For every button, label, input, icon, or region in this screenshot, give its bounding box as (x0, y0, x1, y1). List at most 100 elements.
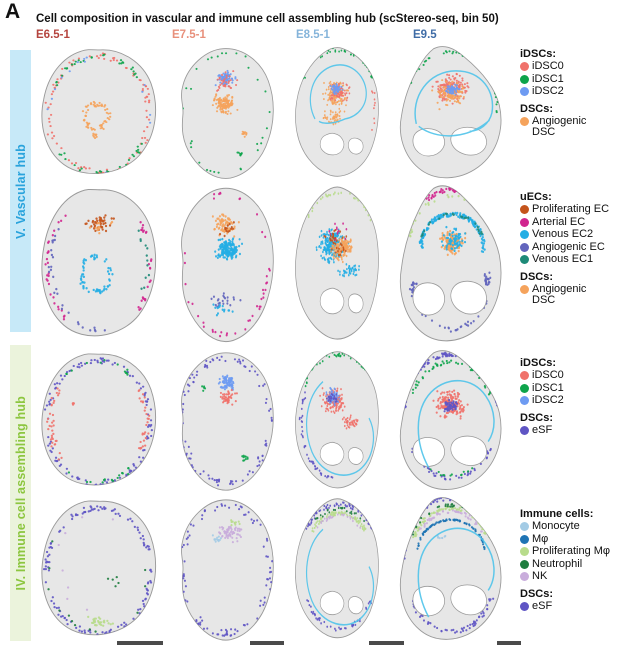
legend-immune-cells-dscs: Immune cells: Monocyte Mφ Proliferating Mφ N… (520, 503, 634, 613)
embryo-panel-r2-c1 (33, 184, 167, 347)
scale-bar-col2 (250, 641, 284, 645)
row-group-label-vascular-hub: V. Vascular hub (10, 50, 31, 332)
column-header-e8-5: E8.5-1 (296, 29, 330, 41)
legend-item-angioDSC: Angiogenic DSC (520, 283, 634, 307)
legend-label: eSF (532, 599, 553, 612)
scale-bar-col1 (117, 641, 163, 645)
embryo-panel-r4-c2 (167, 496, 289, 645)
legend-header: Immune cells: (520, 508, 594, 520)
embryo-section-image (41, 353, 157, 486)
row-group-label-immune-hub: IV. Immune cell assembling hub (10, 345, 31, 641)
legend-dot-nk (520, 572, 529, 582)
vessel-outline-curve (309, 64, 367, 124)
legend-item-mphi: Mφ (520, 533, 634, 546)
legend-item-esf: eSF (520, 423, 634, 437)
embryo-section-image (399, 185, 502, 342)
legend-label: iDSC1 (532, 381, 564, 394)
embryo-panel-r2-c4 (389, 184, 513, 347)
legend-header: uECs: (520, 191, 552, 203)
embryo-section-image (181, 48, 274, 179)
legend-dot-mphi (520, 534, 529, 544)
legend-item-venousEC2: Venous EC2 (520, 229, 634, 241)
legend-idscs-dscs-immune: iDSCs: iDSC0 iDSC1 iDSC2 DSCs: eSF (520, 352, 634, 437)
legend-dot-monocyte (520, 522, 529, 531)
scale-bar-col3 (369, 641, 404, 645)
embryo-panel-r4-c1 (33, 496, 167, 645)
immune-hub-text: IV. Immune cell assembling hub (13, 395, 28, 591)
legend-label: iDSC0 (532, 60, 564, 72)
scatter-dots (302, 47, 376, 131)
embryo-section-image (295, 351, 379, 489)
embryo-panel-r2-c3 (289, 184, 389, 347)
legend-item-monocyte: Monocyte (520, 520, 634, 533)
legend-dot-venousEC2 (520, 230, 529, 240)
legend-item-angioEC: Angiogenic EC (520, 241, 634, 254)
vessel-outline-curve (417, 527, 495, 618)
legend-label: Monocyte (532, 520, 580, 532)
embryo-panel-r3-c1 (33, 349, 167, 495)
legend-label: iDSC1 (532, 72, 564, 85)
legend-item-esf: eSF (520, 599, 634, 613)
embryo-section-image (181, 187, 274, 343)
scatter-dots (181, 191, 271, 338)
embryo-section-image (400, 46, 502, 179)
scatter-dots (43, 357, 153, 486)
legend-header: DSCs: (520, 411, 554, 424)
column-header-e7-5: E7.5-1 (172, 29, 206, 41)
legend-label: Neutrophil (532, 557, 583, 570)
legend-item-venousEC1: Venous EC1 (520, 254, 634, 266)
legend-item-neutrophil: Neutrophil (520, 557, 634, 571)
column-header-e6-5: E6.5-1 (36, 29, 70, 41)
legend-dot-venousEC1 (520, 255, 529, 265)
embryo-section-image (295, 498, 379, 639)
legend-item-iDSC2: iDSC2 (520, 395, 634, 407)
legend-label: Arterial EC (532, 215, 586, 228)
scatter-dots (44, 214, 153, 333)
legend-header: DSCs: (520, 587, 554, 600)
embryo-panel-r2-c2 (167, 184, 289, 347)
embryo-section-image (41, 500, 157, 636)
embryo-panel-r3-c2 (167, 349, 289, 495)
legend-dot-esf (520, 425, 529, 435)
embryo-panel-r1-c3 (289, 45, 389, 183)
legend-label: Venous EC1 (532, 253, 594, 266)
legend-dot-angioDSC (520, 116, 529, 126)
legend-dot-iDSC0 (520, 62, 529, 71)
legend-item-nk: NK (520, 571, 634, 583)
embryo-section-image (295, 47, 379, 177)
legend-item-angioDSC: Angiogenic DSC (520, 115, 634, 139)
legend-dot-iDSC1 (520, 74, 529, 84)
scale-bar-col4 (497, 641, 521, 645)
legend-dot-prolifEC (520, 205, 529, 214)
column-header-e9-5: E9.5 (413, 29, 437, 41)
embryo-panel-r1-c4 (389, 45, 513, 183)
vessel-outline-curve (306, 528, 375, 626)
embryo-section-image (295, 186, 379, 340)
scatter-dots (44, 52, 152, 174)
scatter-dots (298, 351, 374, 479)
legend-dot-arterialEC (520, 217, 529, 227)
scatter-dots (181, 52, 271, 174)
embryo-section-image (181, 499, 274, 641)
legend-label: eSF (532, 423, 553, 436)
legend-dot-iDSC2 (520, 87, 529, 97)
legend-dot-angioEC (520, 242, 529, 252)
legend-dot-iDSC1 (520, 383, 529, 393)
legend-label: iDSC2 (532, 394, 564, 407)
legend-label: NK (532, 570, 548, 583)
scatter-dots (181, 503, 274, 637)
legend-label: Proliferating Mφ (532, 545, 611, 558)
legend-dot-iDSC2 (520, 396, 529, 406)
legend-item-prolifEC: Proliferating EC (520, 203, 634, 216)
legend-header: iDSCs: (520, 357, 557, 369)
legend-label: iDSC2 (532, 85, 564, 98)
legend-dot-neutrophil (520, 559, 529, 569)
figure-title: Cell composition in vascular and immune … (36, 13, 499, 25)
legend-label: Proliferating EC (532, 203, 610, 215)
scatter-dots (307, 191, 372, 278)
embryo-section-image (400, 350, 502, 490)
embryo-panel-r4-c3 (289, 496, 389, 645)
embryo-section-image (41, 49, 157, 174)
scatter-dots (305, 501, 373, 632)
legend-dot-angioDSC (520, 284, 529, 294)
